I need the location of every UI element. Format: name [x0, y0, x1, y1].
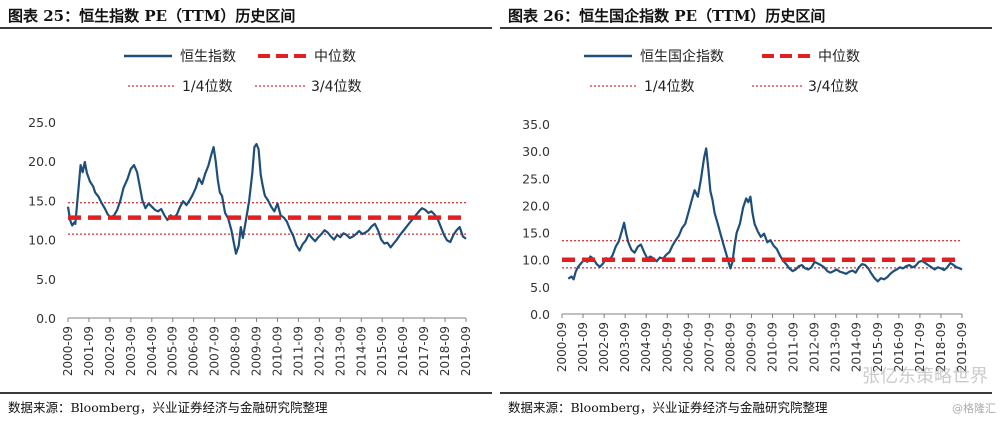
y-tick-label: 20.0 [28, 154, 56, 169]
x-tick-label: 2015-09 [871, 322, 885, 372]
legend-label-q1: 1/4位数 [644, 79, 695, 95]
x-tick-label: 2009-09 [744, 322, 758, 372]
y-tick-label: 10.0 [522, 253, 550, 268]
chart-title: 图表 26：恒生国企指数 PE（TTM）历史区间 [508, 7, 826, 25]
watermark-small: @格隆汇 [952, 402, 996, 415]
x-tick-label: 2007-09 [702, 322, 716, 372]
y-tick-label: 35.0 [522, 117, 550, 132]
x-tick-label: 2015-09 [375, 326, 389, 376]
y-tick-label: 30.0 [522, 144, 550, 159]
x-tick-label: 2002-09 [103, 326, 117, 376]
series-line-hscei [567, 147, 963, 283]
x-tick-label: 2012-09 [808, 322, 822, 372]
y-tick-label: 10.0 [28, 233, 56, 248]
x-tick-label: 2000-09 [61, 326, 75, 376]
x-tick-label: 2003-09 [618, 322, 632, 372]
y-tick-label: 0.0 [530, 307, 550, 322]
source-divider [0, 392, 492, 394]
x-tick-label: 2018-09 [934, 322, 948, 372]
source-note: 数据来源：Bloomberg，兴业证券经济与金融研究院整理 [8, 400, 328, 415]
y-tick-label: 25.0 [28, 115, 56, 130]
x-tick-label: 2004-09 [639, 322, 653, 372]
x-tick-label: 2003-09 [124, 326, 138, 376]
legend-label-main: 恒生国企指数 [640, 48, 724, 65]
series-line-hsi [66, 142, 467, 255]
x-tick-label: 2016-09 [396, 326, 410, 376]
chart-panel-hsi: 图表 25：恒生指数 PE（TTM）历史区间 恒生指数 中位数 1/4位数 3/4位数… [0, 7, 492, 415]
chart-title: 图表 25：恒生指数 PE（TTM）历史区间 [8, 7, 296, 25]
x-tick-label: 2017-09 [417, 326, 431, 376]
x-tick-label: 2016-09 [892, 322, 906, 372]
x-tick-label: 2008-09 [229, 326, 243, 376]
x-tick-label: 2005-09 [660, 322, 674, 372]
x-tick-label: 2011-09 [291, 326, 305, 376]
x-tick-label: 2001-09 [82, 326, 96, 376]
x-tick-label: 2010-09 [270, 326, 284, 376]
title-divider [0, 27, 492, 29]
y-tick-label: 5.0 [530, 280, 550, 295]
x-tick-label: 2017-09 [913, 322, 927, 372]
x-tick-label: 2008-09 [723, 322, 737, 372]
legend-label-q3: 3/4位数 [311, 79, 362, 95]
legend-label-main: 恒生指数 [180, 49, 236, 65]
y-tick-label: 15.0 [28, 193, 56, 208]
source-note: 数据来源：Bloomberg，兴业证券经济与金融研究院整理 [508, 400, 828, 415]
y-tick-label: 5.0 [36, 272, 56, 287]
x-tick-label: 2011-09 [787, 322, 801, 372]
x-tick-label: 2012-09 [312, 326, 326, 376]
x-tick-label: 2010-09 [766, 322, 780, 372]
chart-panel-hscei: 图表 26：恒生国企指数 PE（TTM）历史区间 恒生国企指数 中位数 1/4位数 3… [500, 0, 1000, 421]
x-tick-label: 2000-09 [555, 322, 569, 372]
x-tick-label: 2007-09 [208, 326, 222, 376]
x-tick-label: 2001-09 [576, 322, 590, 372]
y-tick-label: 15.0 [522, 226, 550, 241]
watermark-text: 张亿东策略世界 [862, 366, 988, 387]
legend-label-median: 中位数 [314, 49, 356, 65]
y-tick-label: 0.0 [36, 311, 56, 326]
legend-label-q3: 3/4位数 [808, 79, 859, 95]
x-tick-label: 2019-09 [459, 326, 473, 376]
x-tick-label: 2005-09 [166, 326, 180, 376]
chart-hscei-pe: 恒生国企指数 中位数 1/4位数 3/4位数 0.0 5.0 10.0 15.0 20.0 25.… [522, 48, 969, 372]
title-divider [500, 27, 992, 29]
y-tick-label: 25.0 [522, 171, 550, 186]
x-tick-label: 2018-09 [438, 326, 452, 376]
chart-hsi-pe: 恒生指数 中位数 1/4位数 3/4位数 0.0 5.0 10.0 15.0 20.0 25.0 2… [28, 49, 473, 376]
y-tick-label: 20.0 [522, 198, 550, 213]
x-tick-label: 2006-09 [681, 322, 695, 372]
x-tick-label: 2006-09 [187, 326, 201, 376]
x-tick-label: 2014-09 [354, 326, 368, 376]
x-tick-label: 2013-09 [333, 326, 347, 376]
x-tick-label: 2009-09 [250, 326, 264, 376]
x-tick-label: 2019-09 [955, 322, 969, 372]
legend-label-median: 中位数 [818, 49, 860, 65]
x-tick-label: 2002-09 [597, 322, 611, 372]
x-tick-label: 2013-09 [829, 322, 843, 372]
x-tick-label: 2014-09 [850, 322, 864, 372]
legend-label-q1: 1/4位数 [182, 79, 233, 95]
x-tick-label: 2004-09 [145, 326, 159, 376]
source-divider [500, 392, 992, 394]
